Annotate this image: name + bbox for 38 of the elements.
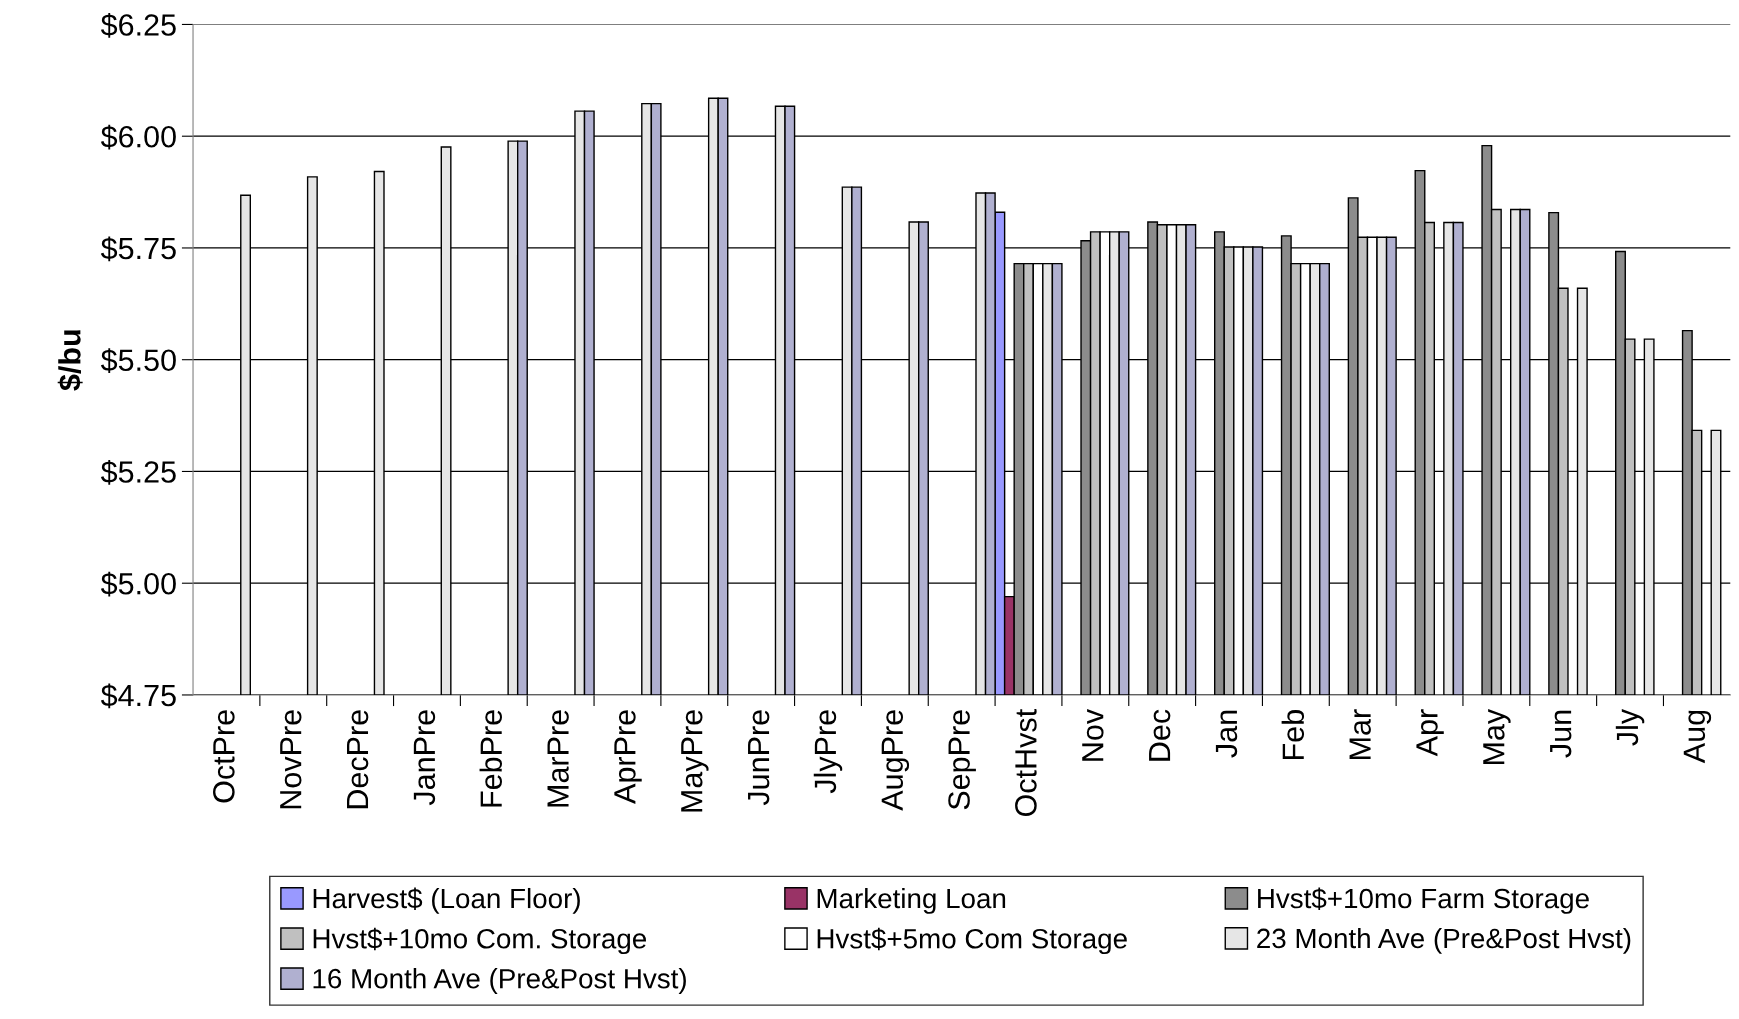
y-axis-title: $/bu — [57, 330, 83, 391]
x-tick-label: NovPre — [280, 710, 302, 809]
x-tick-label: MarPre — [547, 710, 569, 807]
x-tick-label: Nov — [1082, 708, 1104, 761]
legend-label: Marketing Loan — [817, 887, 1006, 914]
x-tick-label: Dec — [1149, 709, 1171, 761]
x-tick-label: JlyPre — [813, 710, 843, 794]
x-tick-label: Jly — [1615, 708, 1645, 746]
x-tick-label: Aug — [1683, 710, 1712, 764]
y-tick-label: $5.00 — [100, 571, 176, 597]
y-tick-label: $5.75 — [100, 236, 176, 262]
y-tick-label: $5.25 — [100, 459, 176, 485]
x-tick-label: JunPre — [748, 710, 770, 806]
x-tick-label: AprPre — [614, 710, 642, 804]
x-tick-label: FebPre — [479, 710, 502, 807]
legend-label: Hvst$+10mo Farm Storage — [1258, 887, 1589, 914]
legend-label: Hvst$+5mo Com Storage — [817, 927, 1127, 955]
x-tick-label: Jan — [1215, 710, 1238, 758]
x-tick-label: JanPre — [413, 710, 436, 806]
x-tick-label: OctPre — [213, 710, 235, 803]
x-tick-label: Feb — [1281, 710, 1305, 759]
x-tick-label: OctHvst — [1015, 709, 1037, 817]
x-tick-label: Apr — [1416, 709, 1444, 757]
y-tick-label: $6.25 — [100, 12, 176, 38]
y-tick-label: $4.75 — [100, 683, 176, 709]
x-tick-label: AugPre — [881, 710, 910, 811]
y-tick-label: $5.50 — [100, 348, 176, 373]
x-tick-label: DecPre — [347, 710, 369, 809]
y-tick-label: $6.00 — [100, 124, 176, 150]
x-tick-label: MayPre — [681, 710, 709, 812]
x-tick-label: SepPre — [948, 710, 976, 810]
x-tick-label: Jun — [1550, 710, 1572, 758]
legend-label: 23 Month Ave (Pre&Post Hvst) — [1257, 927, 1631, 954]
x-tick-label: Mar — [1349, 709, 1371, 759]
legend-label: Hvst$+10mo Com. Storage — [313, 927, 647, 955]
x-tick-label: May — [1483, 708, 1511, 765]
legend-label: 16 Month Ave (Pre&Post Hvst) — [313, 968, 686, 994]
legend-label: Harvest$ (Loan Floor) — [313, 887, 580, 914]
